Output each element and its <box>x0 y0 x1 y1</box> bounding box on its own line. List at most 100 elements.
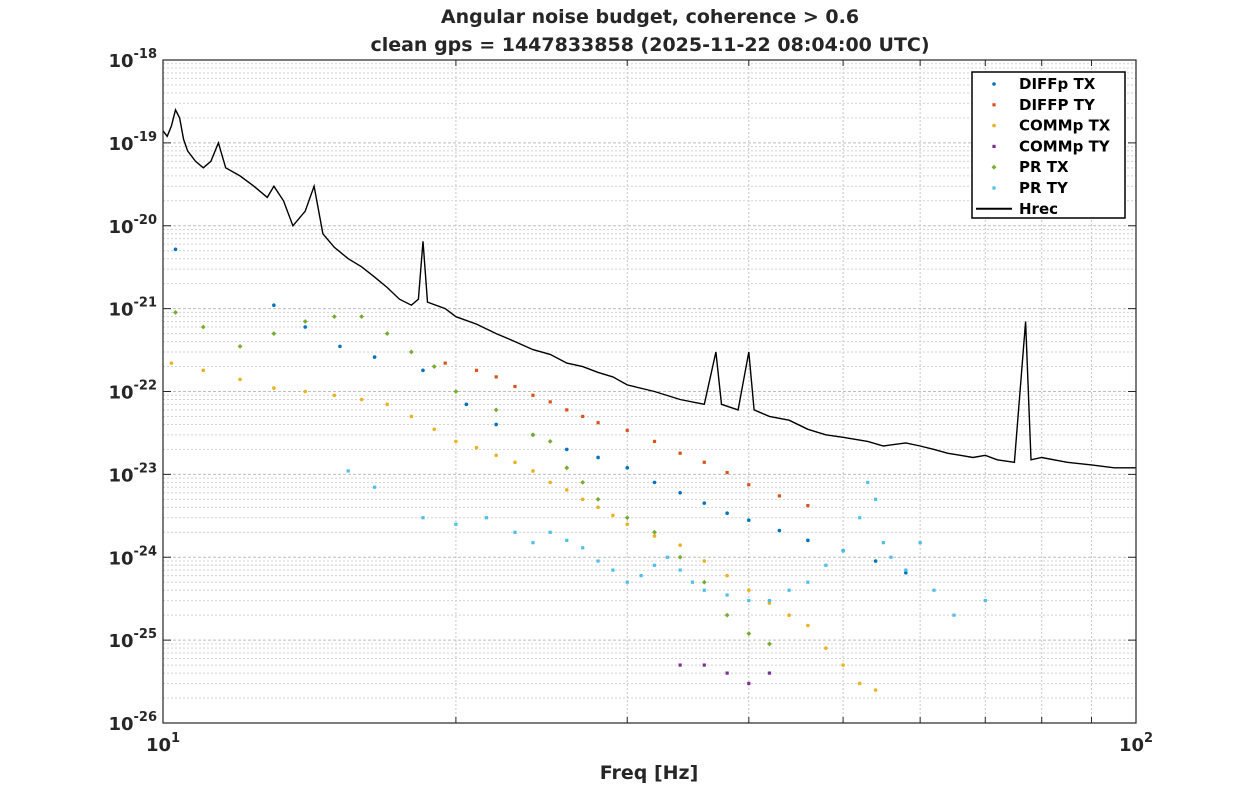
data-point <box>338 344 342 349</box>
data-point <box>303 389 307 394</box>
data-point <box>372 355 377 359</box>
data-point <box>564 447 569 452</box>
series-4 <box>173 310 772 647</box>
data-point <box>787 613 791 617</box>
data-point <box>484 516 489 520</box>
data-point <box>373 485 377 489</box>
data-point <box>565 408 569 412</box>
data-point <box>359 397 364 402</box>
data-point <box>531 541 535 545</box>
data-point <box>858 516 862 520</box>
legend: DIFFp TX DIFFP TY COMMp TX COMMp TY PR TX PR … <box>971 71 1126 219</box>
data-point <box>409 414 414 419</box>
data-point <box>454 439 458 444</box>
data-point <box>678 490 682 495</box>
data-point <box>652 563 657 567</box>
data-point <box>904 570 908 575</box>
data-point <box>331 314 337 320</box>
data-point <box>625 466 630 470</box>
data-point <box>702 501 707 505</box>
data-point <box>271 331 277 336</box>
legend-box <box>971 71 1126 219</box>
y-tick-label: 10-19 <box>108 130 157 155</box>
legend-marker <box>992 82 996 86</box>
data-point <box>639 574 643 578</box>
series-1 <box>443 361 810 508</box>
data-point <box>841 549 845 553</box>
data-point <box>983 598 987 603</box>
data-point <box>359 314 365 320</box>
data-point <box>200 324 206 330</box>
data-point <box>624 515 630 521</box>
data-point <box>881 541 885 545</box>
data-point <box>581 414 585 419</box>
legend-marker <box>992 144 996 148</box>
grid-lines <box>163 60 1136 723</box>
legend-label: COMMp TY <box>1019 137 1111 155</box>
data-point <box>596 455 600 460</box>
data-point <box>702 588 706 592</box>
data-point <box>531 469 535 473</box>
data-point <box>824 563 828 567</box>
y-tick-label: 10-18 <box>108 47 157 72</box>
data-point <box>746 631 752 636</box>
data-point <box>806 503 810 508</box>
data-point <box>454 522 458 526</box>
x-tick-label: 101 <box>146 731 180 756</box>
data-point <box>173 310 178 315</box>
data-point <box>690 580 694 584</box>
data-point <box>787 588 791 592</box>
data-point <box>547 438 553 444</box>
y-tick-label: 10-22 <box>108 379 157 404</box>
data-point <box>453 389 459 394</box>
data-point <box>725 573 729 578</box>
data-point <box>580 497 585 502</box>
data-point <box>701 579 707 585</box>
data-point <box>767 641 772 647</box>
data-point <box>652 529 657 535</box>
data-point <box>725 593 729 597</box>
data-point <box>303 325 307 329</box>
series-5 <box>346 469 987 617</box>
data-point <box>408 349 414 355</box>
y-tick-label: 10-25 <box>108 627 157 652</box>
data-point <box>725 511 729 516</box>
data-point <box>889 555 893 559</box>
data-point <box>702 460 706 464</box>
data-point <box>431 364 437 369</box>
data-point <box>531 393 535 397</box>
data-point <box>767 598 772 603</box>
data-point <box>272 303 276 307</box>
legend-label: PR TX <box>1019 158 1069 176</box>
data-point <box>952 613 956 617</box>
data-point <box>474 368 479 372</box>
data-point <box>346 469 350 473</box>
data-series <box>162 107 1136 692</box>
data-point <box>625 580 629 584</box>
data-point <box>611 513 615 518</box>
legend-label: COMMp TX <box>1019 117 1111 135</box>
data-point <box>777 528 782 533</box>
data-point <box>725 471 729 475</box>
data-point <box>678 568 682 572</box>
data-point <box>873 688 878 692</box>
data-point <box>548 480 552 485</box>
data-point <box>384 331 390 336</box>
data-point <box>678 543 682 547</box>
data-point <box>806 580 810 584</box>
data-point <box>652 480 657 485</box>
data-point <box>530 432 536 438</box>
y-tick-label: 10-24 <box>108 544 157 569</box>
data-point <box>857 681 862 686</box>
data-point <box>725 671 729 675</box>
data-point <box>513 384 517 389</box>
data-point <box>625 428 629 432</box>
data-point <box>238 377 242 382</box>
y-tick-label: 10-20 <box>108 213 157 238</box>
data-point <box>866 480 870 485</box>
data-point <box>724 612 730 618</box>
data-point <box>767 671 772 675</box>
series-3 <box>678 663 772 686</box>
data-point <box>904 568 908 572</box>
series-0 <box>173 247 908 575</box>
